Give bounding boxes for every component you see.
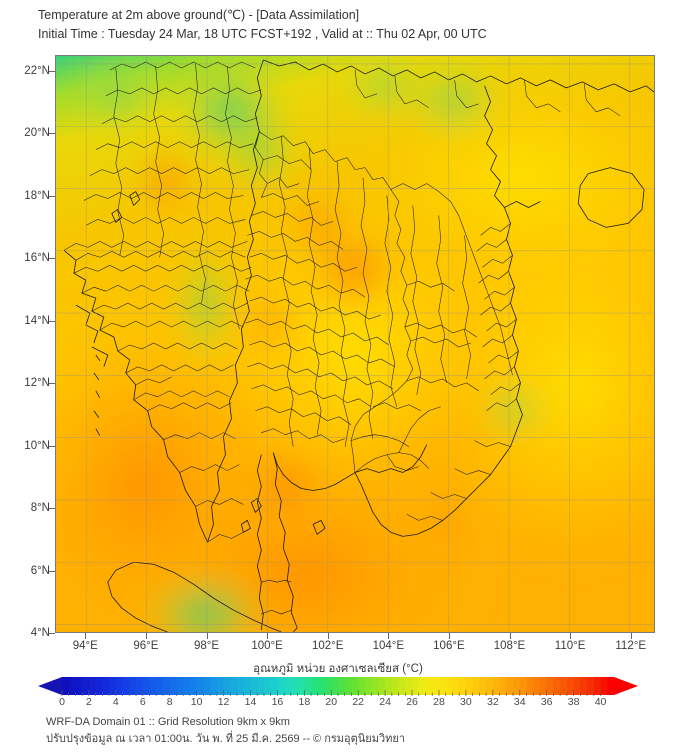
chart-footer: WRF-DA Domain 01 :: Grid Resolution 9km … [46, 714, 646, 748]
temperature-field [56, 56, 654, 632]
footer-copyright: ปรับปรุงข้อมูล ณ เวลา 01:00น. วัน พ. ที่… [46, 733, 406, 745]
ytick-label-20n: 20°N [24, 127, 50, 139]
chart-header: Temperature at 2m above ground(℃) - [Dat… [38, 6, 658, 44]
ytick-label-22n: 22°N [24, 64, 50, 77]
ytick-label-4n: 4°N [30, 627, 50, 639]
temperature-map-plot [55, 55, 655, 633]
ytick-label-6n: 6°N [30, 564, 50, 577]
ytick-label-10n: 10°N [24, 439, 50, 452]
administrative-boundaries [63, 61, 621, 615]
xtick-label-106e: 106°E [433, 640, 465, 652]
footer-model-info: WRF-DA Domain 01 :: Grid Resolution 9km … [46, 716, 290, 728]
xtick-label-108e: 108°E [493, 640, 526, 652]
xtick-label-112e: 112°E [615, 640, 646, 652]
colorbar: อุณหภูมิ หน่วย องศาเซลเซียส (°C) 0 2 4 6 8 10… [0, 660, 676, 710]
colorbar-tick-labels: 0 2 4 6 8 10 12 14 16 18 20 22 24 26 28 30 32 34 36 38 40 [59, 696, 607, 708]
xtick-label-104e: 104°E [372, 640, 405, 652]
ytick-label-16n: 16°N [24, 252, 50, 264]
xtick-label-96e: 96°E [133, 640, 159, 652]
colorbar-gradient [38, 676, 638, 696]
ytick-label-18n: 18°N [24, 189, 50, 202]
ytick-label-14n: 14°N [24, 314, 50, 327]
xtick-label-102e: 102°E [311, 640, 344, 652]
colorbar-title: อุณหภูมิ หน่วย องศาเซลเซียส (°C) [253, 663, 423, 675]
ytick-label-12n: 12°N [24, 377, 50, 389]
xtick-label-98e: 98°E [193, 640, 220, 652]
ytick-label-8n: 8°N [30, 502, 50, 514]
xtick-label-110e: 110°E [554, 640, 586, 652]
page-subtitle: Initial Time : Tuesday 24 Mar, 18 UTC FC… [38, 27, 487, 41]
map-figure: 4°N 6°N 8°N 10°N 12°N 14°N 16°N 18°N 20°… [0, 50, 676, 652]
xtick-label-100e: 100°E [251, 640, 283, 652]
xtick-label-94e: 94°E [72, 640, 98, 652]
graticule-grid [56, 56, 654, 632]
page-title: Temperature at 2m above ground(℃) - [Dat… [38, 8, 360, 22]
